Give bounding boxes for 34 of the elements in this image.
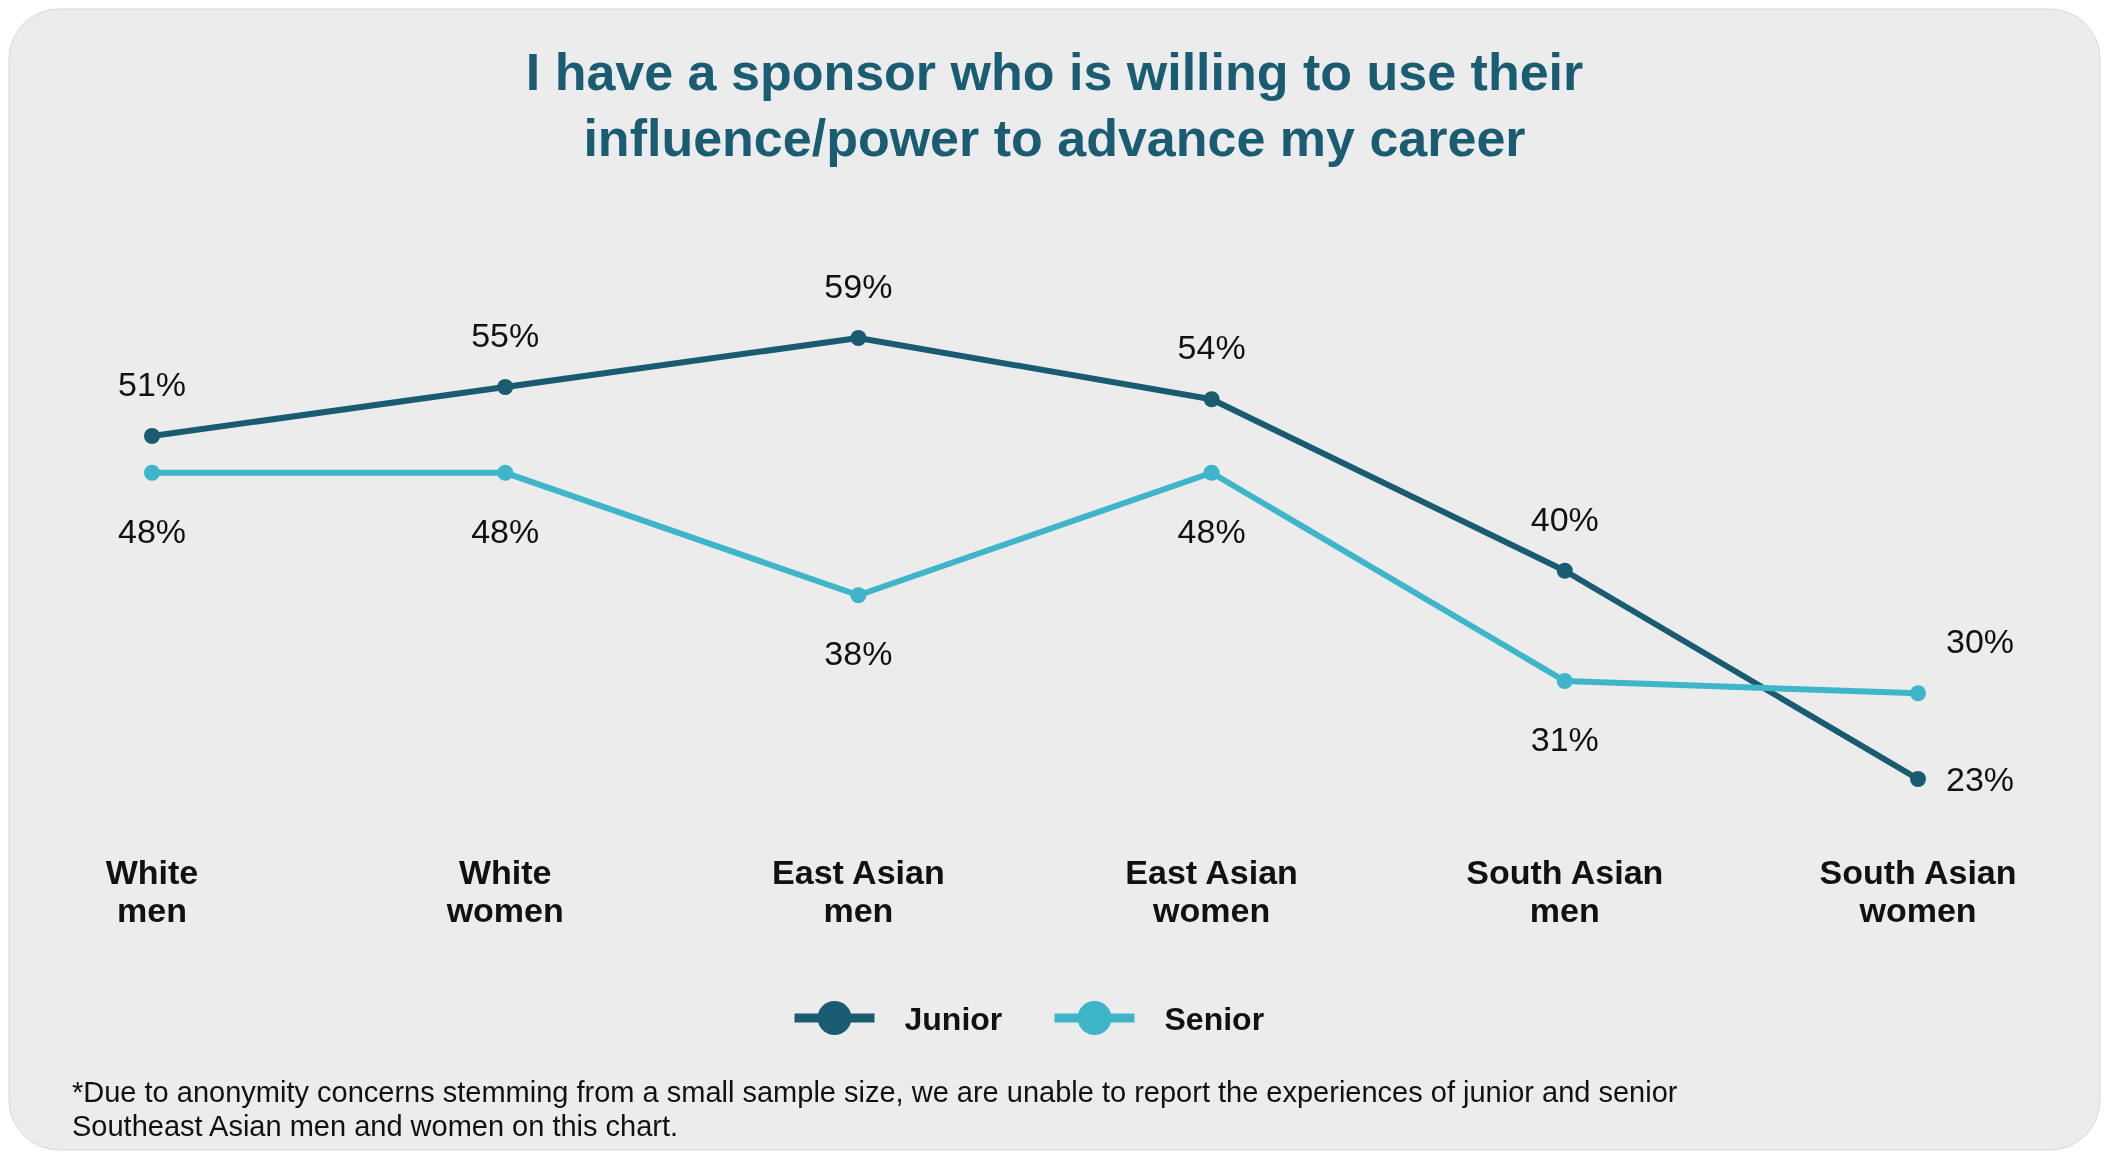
point xyxy=(1203,391,1220,408)
point xyxy=(1910,771,1926,787)
x-tick-label: East Asian men xyxy=(772,853,945,929)
point xyxy=(1556,673,1573,689)
data-label: 48% xyxy=(117,511,187,550)
text: *Due to anonymity concerns stemming from a small sample size, we are unable to report the experiences of junior and senior Southeast Asian men and women on this chart. xyxy=(72,1076,1678,1142)
point xyxy=(497,464,514,481)
x-tick-label: South Asian men xyxy=(1466,853,1664,929)
data-label: 38% xyxy=(824,634,893,673)
data-label: 40% xyxy=(1530,499,1599,538)
point xyxy=(1203,464,1220,481)
point xyxy=(144,464,160,481)
x-tick-label: East Asian women xyxy=(1125,853,1298,929)
data-label: 54% xyxy=(1177,328,1246,367)
data-label: 23% xyxy=(1946,760,2015,798)
point xyxy=(497,379,514,395)
data-label: 30% xyxy=(1946,622,2015,661)
point xyxy=(144,428,160,444)
point xyxy=(850,330,867,346)
data-label: 48% xyxy=(471,511,540,550)
chart-title: I have a sponsor who is willing to use their influence/power to advance my career xyxy=(525,43,1584,167)
legend-label: Junior xyxy=(904,1001,1003,1037)
x-tick-label: South Asian women xyxy=(1819,853,2017,929)
data-label: 31% xyxy=(1530,720,1599,758)
data-label: 48% xyxy=(1177,511,1246,550)
point xyxy=(850,587,867,604)
x-tick-label: White women xyxy=(445,853,564,929)
x-tick-label: White men xyxy=(105,853,199,929)
data-label: 51% xyxy=(117,365,187,403)
point xyxy=(1556,562,1573,579)
data-label: 59% xyxy=(824,267,893,305)
data-label: 55% xyxy=(471,316,540,354)
point xyxy=(1910,685,1926,702)
legend-label: Senior xyxy=(1164,1001,1265,1037)
